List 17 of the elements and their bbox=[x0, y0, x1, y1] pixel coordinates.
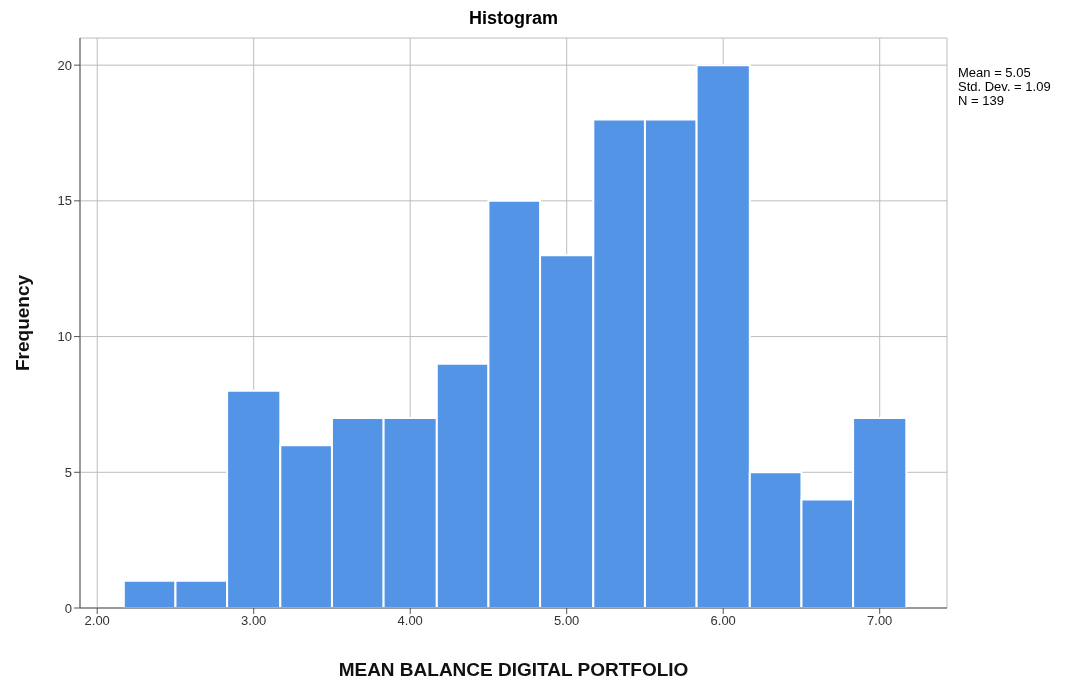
y-tick-label: 0 bbox=[64, 600, 72, 616]
x-tick-label: 6.00 bbox=[710, 613, 736, 629]
text: Std. Dev. = 1.09 bbox=[958, 79, 1051, 94]
x-tick-label: 5.00 bbox=[554, 613, 580, 629]
text: N = 139 bbox=[958, 93, 1005, 108]
chart-title: Histogram bbox=[468, 8, 559, 29]
x-tick-label: 7.00 bbox=[867, 613, 893, 629]
y-tick-label: 5 bbox=[64, 464, 72, 480]
x-tick-label: 4.00 bbox=[397, 613, 423, 629]
x-tick-label: 2.00 bbox=[84, 613, 110, 629]
y-tick-label: 20 bbox=[57, 57, 72, 73]
x-axis-title: MEAN BALANCE DIGITAL PORTFOLIO bbox=[338, 659, 689, 680]
y-tick-label: 15 bbox=[57, 193, 72, 209]
y-tick-label: 10 bbox=[57, 329, 72, 345]
y-axis-title: Frequency bbox=[11, 274, 33, 372]
x-tick-label: 3.00 bbox=[241, 613, 267, 629]
text: Mean = 5.05 bbox=[958, 65, 1032, 80]
